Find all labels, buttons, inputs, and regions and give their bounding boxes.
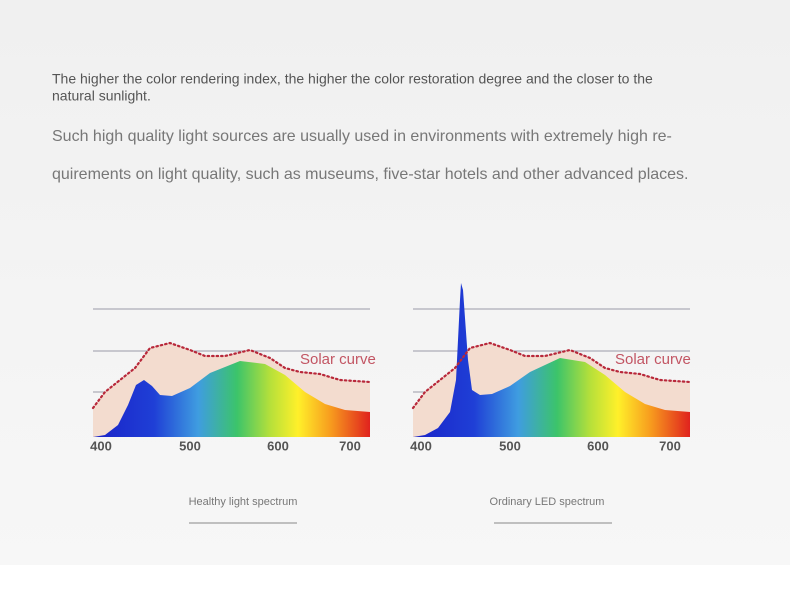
x-tick-label: 500 [499,438,521,453]
curve-label: Solar curve [300,351,376,368]
intro-line: The higher the color rendering index, th… [52,71,653,87]
x-tick-label: 600 [587,438,609,453]
x-tick-label: 400 [410,438,432,453]
x-tick-label: 700 [339,438,361,453]
caption: Ordinary LED spectrum [490,496,605,508]
intro-line: natural sunlight. [52,88,151,104]
solar-curve [411,341,692,410]
spectrum [413,283,690,437]
charts: Solar curve 400 500 600 700 Healthy light spe… [90,283,692,524]
spectrum [93,361,370,437]
detail-line: quirements on light quality, such as mus… [52,166,688,183]
x-tick-label: 500 [179,438,201,453]
caption: Healthy light spectrum [189,496,298,508]
panel [0,0,790,565]
x-tick-label: 400 [90,438,112,453]
curve-label: Solar curve [615,351,691,368]
solar-curve [91,341,372,410]
x-tick-label: 600 [267,438,289,453]
detail-line: Such high quality light sources are usua… [52,128,672,145]
x-tick-label: 700 [659,438,681,453]
